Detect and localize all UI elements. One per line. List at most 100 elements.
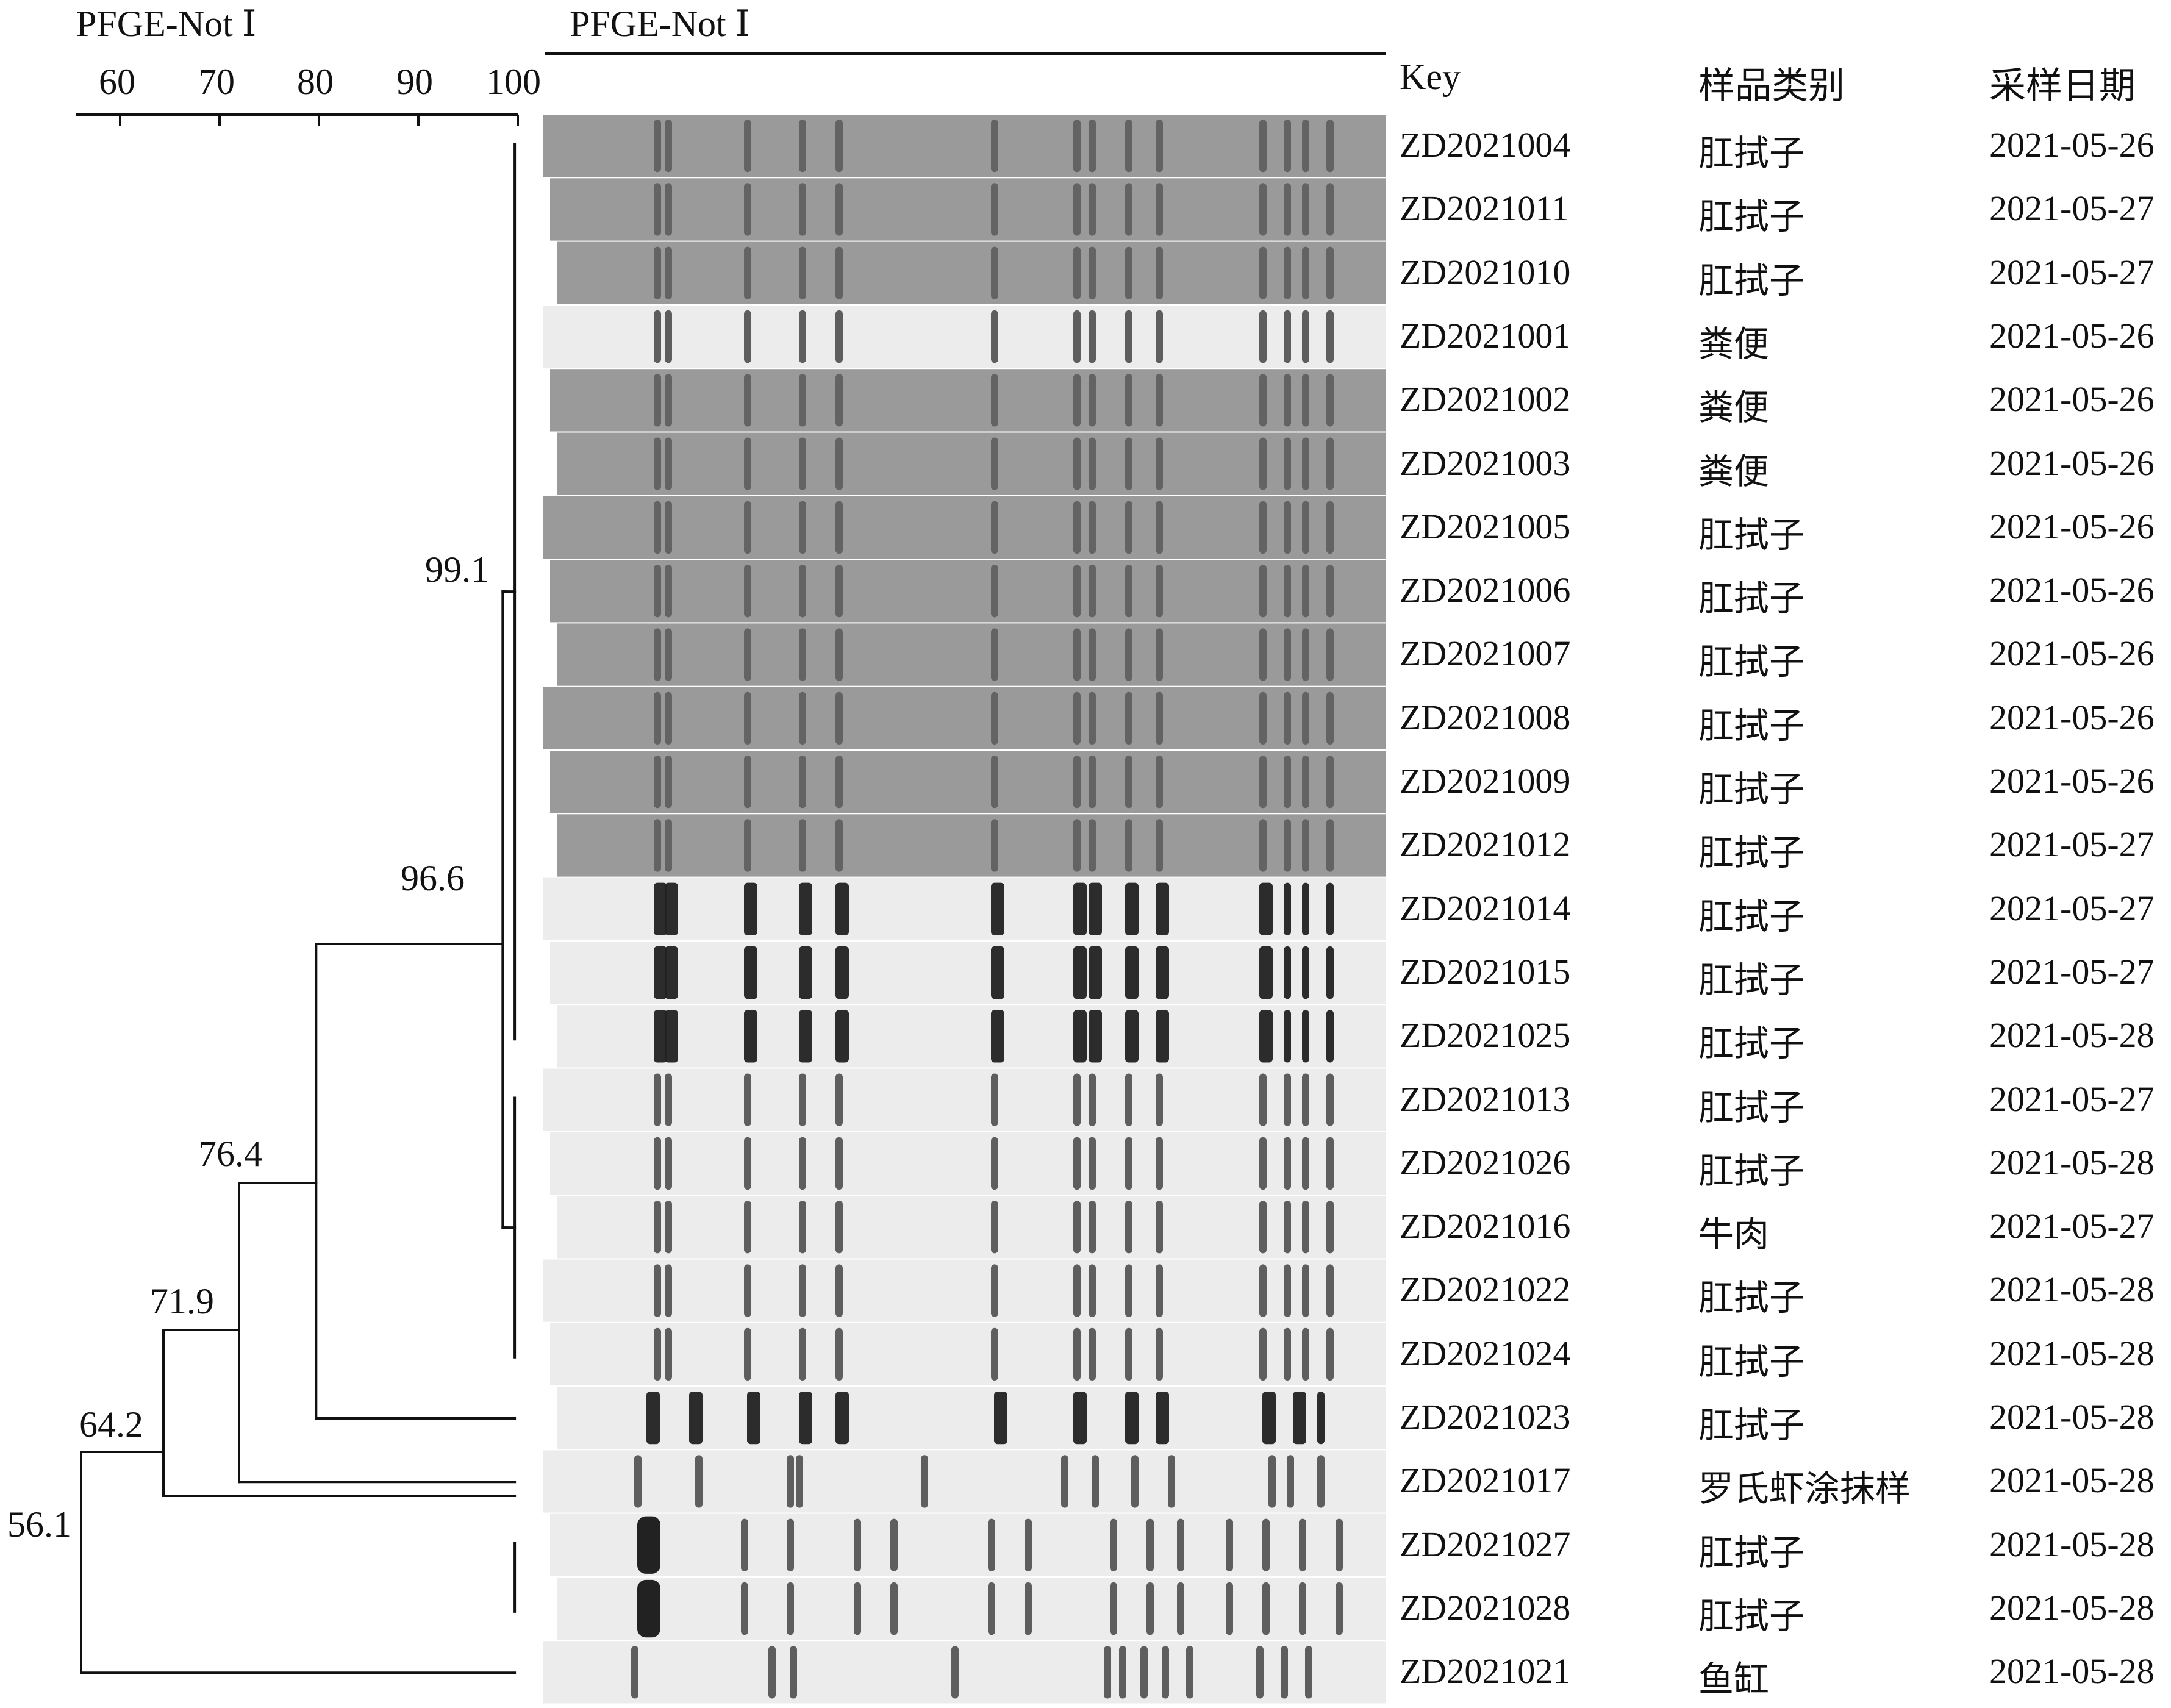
sample-date: 2021-05-27: [1989, 188, 2155, 229]
gel-lane: [550, 369, 1386, 432]
gel-image: [543, 115, 1386, 1704]
gel-band: [787, 1582, 794, 1635]
gel-band: [991, 565, 998, 618]
gel-lane: [557, 241, 1386, 304]
gel-band: [1156, 691, 1163, 745]
gel-band: [890, 1518, 898, 1571]
gel-band: [835, 756, 843, 809]
gel-lane: [550, 751, 1386, 813]
gel-band: [799, 756, 806, 809]
gel-band: [654, 310, 661, 363]
gel-band: [1259, 120, 1267, 173]
gel-band: [1259, 1010, 1273, 1063]
gel-band: [1073, 183, 1081, 236]
gel-band: [654, 946, 667, 999]
gel-band: [799, 437, 806, 490]
gel-band: [665, 437, 672, 490]
sample-key: ZD2021016: [1400, 1206, 1571, 1246]
sample-key: ZD2021010: [1400, 252, 1571, 292]
gel-lane-background: [557, 1577, 1386, 1640]
sample-key: ZD2021001: [1400, 315, 1571, 356]
gel-band: [1073, 437, 1081, 490]
gel-lane-background: [557, 1196, 1386, 1259]
gel-band: [799, 1010, 812, 1063]
gel-band: [1302, 374, 1309, 427]
gel-band: [835, 1201, 843, 1254]
gel-band: [1125, 1137, 1132, 1190]
gel-band: [744, 691, 751, 745]
gel-band: [654, 437, 661, 490]
gel-band: [1125, 628, 1132, 681]
gel-lane-background: [543, 1259, 1386, 1322]
gel-band: [1073, 310, 1081, 363]
gel-band: [835, 946, 849, 999]
gel-band: [744, 183, 751, 236]
gel-band: [665, 310, 672, 363]
gel-band: [790, 1646, 797, 1699]
gel-band: [835, 437, 843, 490]
gel-band: [744, 437, 751, 490]
sample-date: 2021-05-27: [1989, 888, 2155, 928]
gel-band: [1125, 1392, 1139, 1445]
header-key: Key: [1400, 57, 1461, 97]
gel-band: [744, 1137, 751, 1190]
gel-lane-background: [550, 560, 1386, 623]
sample-type: 肛拭子: [1698, 1596, 1805, 1636]
gel-band: [799, 565, 806, 618]
gel-lane: [557, 1387, 1386, 1449]
gel-band: [799, 882, 812, 935]
gel-band: [1259, 437, 1267, 490]
gel-lane: [550, 1132, 1386, 1195]
gel-band: [1284, 756, 1291, 809]
gel-band: [1073, 691, 1081, 745]
gel-lane: [550, 1513, 1386, 1576]
gel-band: [1125, 183, 1132, 236]
gel-band-strong: [637, 1516, 660, 1574]
dendrogram-title: PFGE-Not Ⅰ: [76, 4, 257, 44]
gel-band: [1326, 628, 1334, 681]
gel-band: [744, 882, 757, 935]
gel-band: [835, 882, 849, 935]
gel-band: [1284, 1137, 1291, 1190]
gel-band: [741, 1582, 748, 1635]
gel-band: [1259, 628, 1267, 681]
gel-band: [744, 1327, 751, 1381]
gel-lane: [557, 1577, 1386, 1640]
gel-band: [1156, 628, 1163, 681]
gel-lane-background: [543, 1068, 1386, 1131]
gel-band: [1302, 120, 1309, 173]
node-label: 56.1: [7, 1504, 71, 1545]
gel-lane-background: [557, 623, 1386, 686]
gel-band: [665, 1264, 672, 1317]
node-label: 96.6: [401, 858, 465, 898]
gel-band: [835, 120, 843, 173]
gel-band: [744, 628, 751, 681]
sample-key: ZD2021027: [1400, 1524, 1571, 1564]
gel-band: [744, 310, 751, 363]
gel-band: [1156, 1137, 1163, 1190]
gel-lane: [550, 941, 1386, 1004]
gel-band: [1302, 1201, 1309, 1254]
gel-lane: [543, 877, 1386, 940]
sample-date: 2021-05-26: [1989, 570, 2155, 610]
gel-band: [854, 1518, 861, 1571]
sample-key: ZD2021002: [1400, 379, 1571, 420]
gel-lane-background: [557, 1005, 1386, 1068]
gel-band: [799, 1073, 806, 1126]
sample-date: 2021-05-26: [1989, 379, 2155, 420]
gel-band: [799, 1201, 806, 1254]
gel-band: [1259, 374, 1267, 427]
gel-band: [665, 882, 678, 935]
gel-band: [744, 1010, 757, 1063]
sample-date: 2021-05-28: [1989, 1270, 2155, 1310]
gel-band: [654, 1264, 661, 1317]
gel-lane: [543, 496, 1386, 559]
scale-tick-90: 90: [396, 62, 433, 102]
gel-band: [1089, 1201, 1096, 1254]
gel-band: [1299, 1582, 1306, 1635]
sample-type: 粪便: [1698, 324, 1770, 364]
gel-lane: [557, 1196, 1386, 1259]
gel-band: [1259, 501, 1267, 554]
gel-band: [1156, 1201, 1163, 1254]
